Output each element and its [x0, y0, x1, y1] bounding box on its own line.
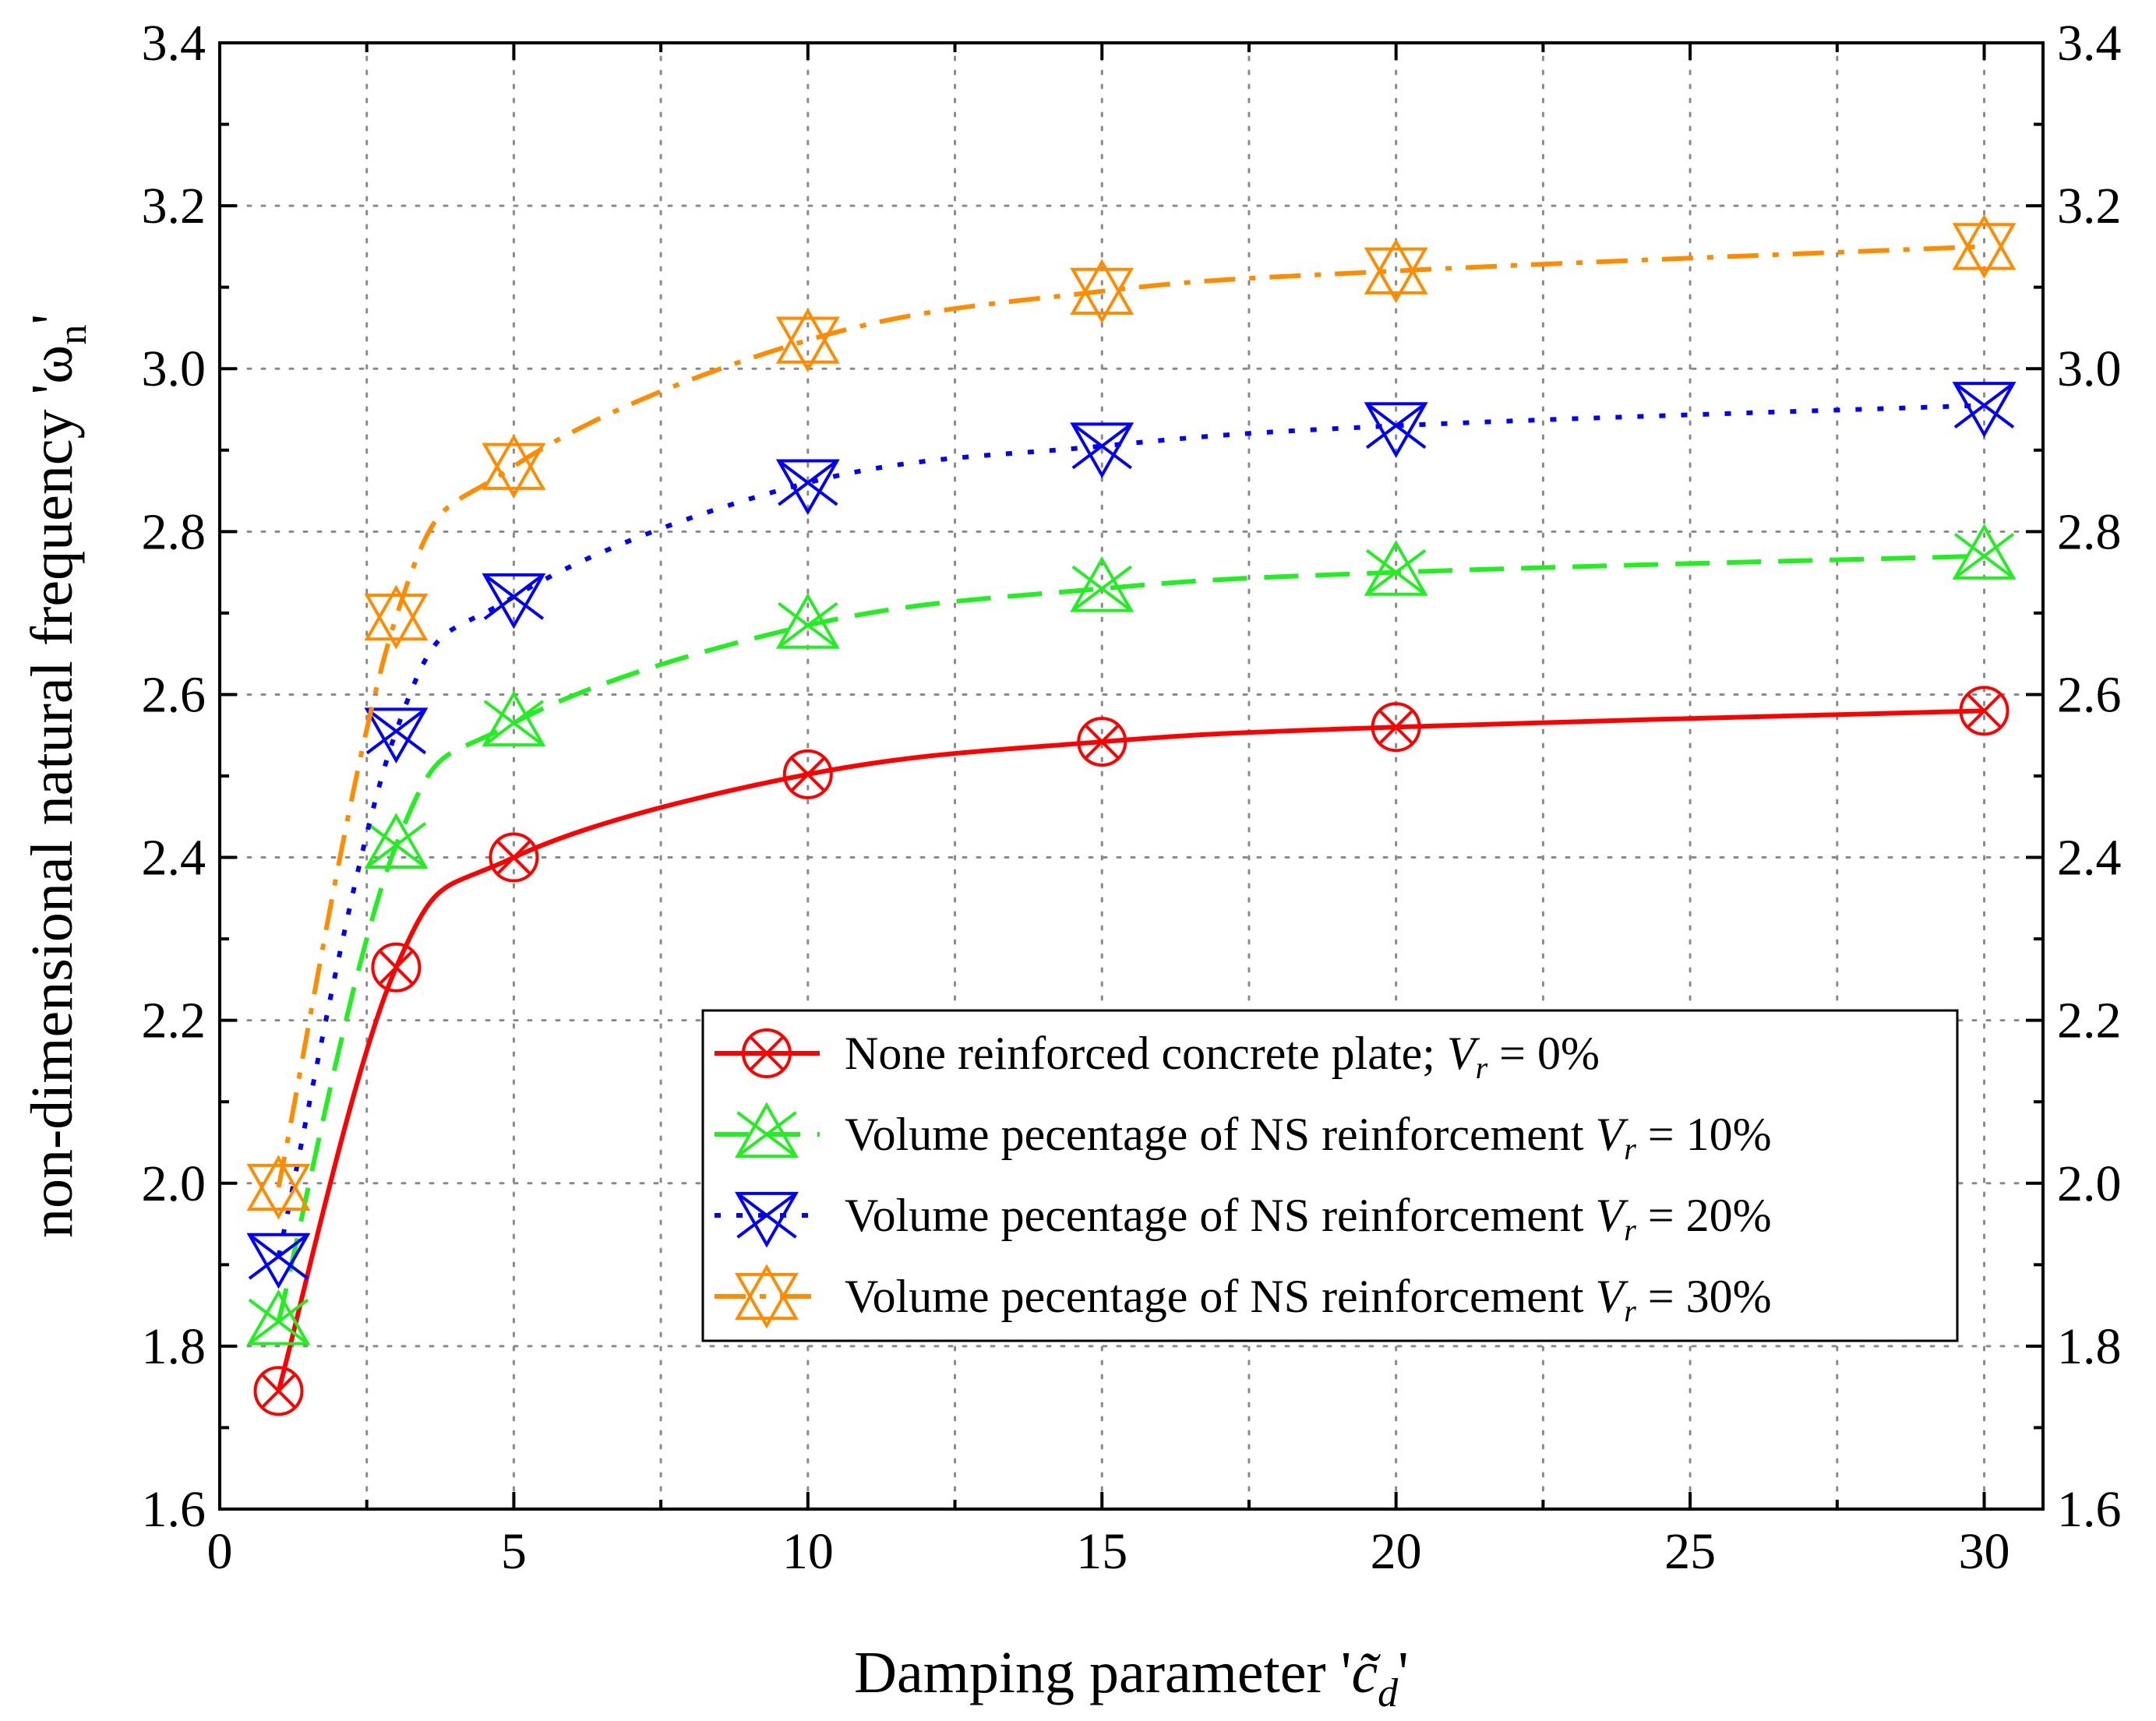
- y-tick-label-right: 3.4: [2057, 15, 2122, 72]
- data-point: [775, 459, 840, 516]
- y-tick-label-left: 2.4: [142, 830, 206, 887]
- y-tick-label-right: 1.8: [2057, 1318, 2122, 1375]
- data-point: [1070, 422, 1134, 479]
- y-tick-label-right: 2.4: [2057, 830, 2122, 887]
- legend-marker: [735, 1102, 799, 1159]
- data-point: [482, 690, 546, 747]
- y-tick-label-left: 3.4: [142, 15, 206, 72]
- y-tick-label-right: 3.2: [2057, 178, 2122, 235]
- data-point: [364, 707, 429, 764]
- y-tick-label-left: 2.2: [142, 993, 206, 1049]
- series-line: [276, 708, 1985, 1392]
- data-point: [253, 1366, 304, 1416]
- legend-marker: [742, 1028, 792, 1078]
- y-tick-label-left: 2.6: [142, 666, 206, 723]
- data-point: [364, 584, 429, 650]
- y-tick-label-left: 1.8: [142, 1318, 206, 1375]
- x-tick-label: 25: [1664, 1523, 1716, 1580]
- legend-label: Volume pecentage of NS reinforcement Vr …: [845, 1271, 1772, 1328]
- series-line: [276, 403, 1985, 1257]
- legend-entry: Volume pecentage of NS reinforcement Vr …: [715, 1264, 1772, 1329]
- legend-entry: Volume pecentage of NS reinforcement Vr …: [715, 1190, 1772, 1248]
- y-tick-label-left: 2.8: [142, 503, 206, 560]
- x-tick-label: 5: [501, 1523, 527, 1580]
- legend-entry: Volume pecentage of NS reinforcement Vr …: [715, 1102, 1772, 1166]
- legend-marker: [735, 1191, 799, 1248]
- data-point: [1364, 238, 1428, 304]
- data-point: [775, 593, 840, 649]
- series-layer: [246, 213, 2017, 1416]
- data-point: [1952, 213, 2017, 279]
- y-tick-label-left: 1.6: [142, 1481, 206, 1538]
- axis-tick-labels: 0 5 10 15 20 25 30 1.6 1.6 1.8 1.8 2.0 2.0 2.2 2.2 2.4 2…: [142, 15, 2122, 1580]
- x-tick-label: 20: [1371, 1523, 1422, 1580]
- x-tick-label: 0: [207, 1523, 233, 1580]
- y-tick-label-left: 2.0: [142, 1155, 206, 1212]
- data-point: [246, 1233, 311, 1289]
- x-tick-label: 30: [1959, 1523, 2010, 1580]
- x-tick-label: 10: [782, 1523, 834, 1580]
- legend-box: [701, 1009, 1959, 1342]
- y-tick-label-right: 2.2: [2057, 993, 2122, 1049]
- y-axis-title: non-dimensional natural frequency 'ωn': [19, 314, 95, 1238]
- data-point: [1952, 382, 2017, 438]
- series-0: [253, 686, 2010, 1416]
- y-tick-label-right: 2.6: [2057, 666, 2122, 723]
- series-3: [246, 213, 2017, 1220]
- data-point: [246, 1289, 311, 1345]
- data-point: [489, 832, 539, 883]
- x-axis-title: Damping parameter 'c̃d': [854, 1640, 1409, 1716]
- data-point: [1070, 259, 1134, 324]
- y-tick-label-right: 1.6: [2057, 1481, 2122, 1538]
- data-point: [371, 942, 422, 993]
- data-point: [1371, 702, 1421, 753]
- legend: None reinforced concrete plate; Vr = 0% V…: [701, 1009, 1959, 1342]
- data-point: [775, 308, 840, 373]
- y-tick-label-left: 3.0: [142, 340, 206, 397]
- data-point: [364, 813, 429, 869]
- data-point: [1952, 524, 2017, 580]
- data-point: [482, 573, 546, 630]
- data-point: [1070, 555, 1134, 612]
- axis-ticks: [218, 41, 2043, 1511]
- legend-marker: [735, 1264, 799, 1329]
- data-point: [246, 1155, 311, 1220]
- legend-label: Volume pecentage of NS reinforcement Vr …: [845, 1190, 1772, 1247]
- series-1: [246, 524, 2017, 1345]
- legend-label: Volume pecentage of NS reinforcement Vr …: [845, 1109, 1772, 1166]
- series-2: [246, 382, 2017, 1289]
- y-tick-label-right: 2.0: [2057, 1155, 2122, 1212]
- x-tick-label: 15: [1076, 1523, 1127, 1580]
- y-tick-label-left: 3.2: [142, 178, 206, 235]
- series-line: [276, 244, 1985, 1188]
- data-point: [1077, 717, 1127, 767]
- legend-entry: None reinforced concrete plate; Vr = 0%: [715, 1028, 1600, 1085]
- data-point: [482, 434, 546, 499]
- data-point: [1959, 686, 2010, 736]
- data-point: [1364, 402, 1428, 458]
- data-point: [782, 749, 833, 799]
- y-tick-label-right: 3.0: [2057, 340, 2122, 397]
- legend-label: None reinforced concrete plate; Vr = 0%: [845, 1028, 1600, 1085]
- y-tick-label-right: 2.8: [2057, 503, 2122, 560]
- data-point: [1364, 540, 1428, 596]
